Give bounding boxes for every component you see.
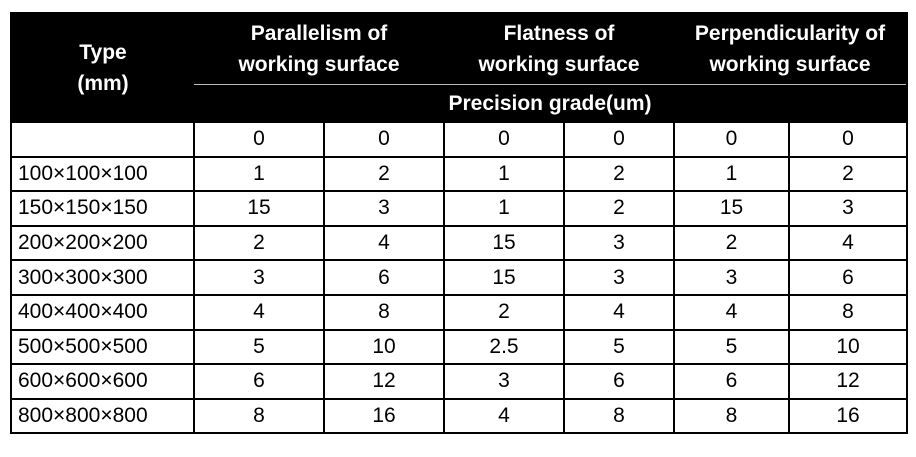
value-cell: 8 <box>323 293 445 331</box>
value-cell: 4 <box>673 293 790 331</box>
value-cell: 6 <box>673 363 790 400</box>
value-cell: 8 <box>673 397 790 435</box>
group-header: Parallelism of working surface <box>194 13 444 85</box>
value-cell: 2 <box>323 155 445 193</box>
value-cell: 4 <box>563 293 675 331</box>
size-cell: 800×800×800 <box>10 397 195 435</box>
header-line: Type <box>79 40 127 64</box>
size-cell: 100×100×100 <box>10 155 195 193</box>
size-cell: 200×200×200 <box>10 224 195 262</box>
value-cell: 6 <box>788 259 908 296</box>
size-cell <box>10 121 195 158</box>
value-cell: 4 <box>193 293 325 331</box>
value-cell: 0 <box>673 121 790 158</box>
value-cell: 6 <box>323 259 445 296</box>
value-cell: 5 <box>193 328 325 366</box>
value-cell: 2 <box>193 224 325 262</box>
table-row: 150×150×150 15 3 1 2 15 3 <box>10 190 908 227</box>
header-row: Type (mm) Parallelism of working surface… <box>11 13 907 122</box>
value-cell: 0 <box>443 121 565 158</box>
value-cell: 10 <box>323 328 445 366</box>
value-cell: 12 <box>788 363 908 400</box>
precision-header: Precision grade(um) <box>194 84 907 122</box>
table-header: Type (mm) Parallelism of working surface… <box>11 13 907 122</box>
size-cell: 600×600×600 <box>10 363 195 400</box>
header-line: working surface <box>238 53 400 76</box>
table-row: 200×200×200 2 4 15 3 2 4 <box>10 224 908 262</box>
value-cell: 5 <box>563 328 675 366</box>
value-cell: 0 <box>788 121 908 158</box>
group-header: Perpendicularity of working surface <box>674 13 907 85</box>
value-cell: 1 <box>193 155 325 193</box>
value-cell: 15 <box>443 224 565 262</box>
value-cell: 2 <box>443 293 565 331</box>
value-cell: 8 <box>193 397 325 435</box>
type-header: Type (mm) <box>11 13 194 122</box>
spec-table: Type (mm) Parallelism of working surface… <box>10 12 908 435</box>
value-cell: 3 <box>323 190 445 227</box>
table-row: 600×600×600 6 12 3 6 6 12 <box>10 363 908 400</box>
value-cell: 12 <box>323 363 445 400</box>
value-cell: 5 <box>673 328 790 366</box>
table-row: 800×800×800 8 16 4 8 8 16 <box>10 397 908 435</box>
value-cell: 16 <box>788 397 908 435</box>
header-line: Perpendicularity of <box>694 22 886 45</box>
table-row: 100×100×100 1 2 1 2 1 2 <box>10 155 908 193</box>
value-cell: 4 <box>323 224 445 262</box>
value-cell: 2 <box>788 155 908 193</box>
value-cell: 3 <box>193 259 325 296</box>
header-line: (mm) <box>77 71 129 95</box>
header-line: Parallelism of <box>250 22 388 45</box>
value-cell: 15 <box>443 259 565 296</box>
value-cell: 2 <box>563 190 675 227</box>
group-header: Flatness of working surface <box>444 13 674 85</box>
table-body: 0 0 0 0 0 0 100×100×100 1 2 1 2 1 2 150×150×150 15 3 1 2 1… <box>10 121 908 435</box>
value-cell: 1 <box>673 155 790 193</box>
size-cell: 300×300×300 <box>10 259 195 296</box>
value-cell: 15 <box>193 190 325 227</box>
value-cell: 3 <box>563 224 675 262</box>
value-cell: 0 <box>193 121 325 158</box>
value-cell: 3 <box>788 190 908 227</box>
table-wrap: Type (mm) Parallelism of working surface… <box>10 12 908 435</box>
value-cell: 4 <box>788 224 908 262</box>
value-cell: 6 <box>193 363 325 400</box>
value-cell: 2 <box>673 224 790 262</box>
value-cell: 10 <box>788 328 908 366</box>
header-line: working surface <box>478 53 640 76</box>
value-cell: 3 <box>563 259 675 296</box>
value-cell: 1 <box>443 155 565 193</box>
value-cell: 15 <box>673 190 790 227</box>
value-cell: 3 <box>673 259 790 296</box>
value-cell: 8 <box>563 397 675 435</box>
value-cell: 6 <box>563 363 675 400</box>
header-line: Flatness of <box>503 22 615 45</box>
value-cell: 3 <box>443 363 565 400</box>
value-cell: 4 <box>443 397 565 435</box>
value-cell: 0 <box>323 121 445 158</box>
size-cell: 500×500×500 <box>10 328 195 366</box>
header-line: working surface <box>709 53 871 76</box>
value-cell: 8 <box>788 293 908 331</box>
value-cell: 2.5 <box>443 328 565 366</box>
size-cell: 150×150×150 <box>10 190 195 227</box>
table-row: 300×300×300 3 6 15 3 3 6 <box>10 259 908 296</box>
value-cell: 0 <box>563 121 675 158</box>
table-row: 400×400×400 4 8 2 4 4 8 <box>10 293 908 331</box>
value-cell: 16 <box>323 397 445 435</box>
table-row: 500×500×500 5 10 2.5 5 5 10 <box>10 328 908 366</box>
value-cell: 2 <box>563 155 675 193</box>
header-row: Precision grade(um) <box>11 84 907 122</box>
size-cell: 400×400×400 <box>10 293 195 331</box>
value-cell: 1 <box>443 190 565 227</box>
